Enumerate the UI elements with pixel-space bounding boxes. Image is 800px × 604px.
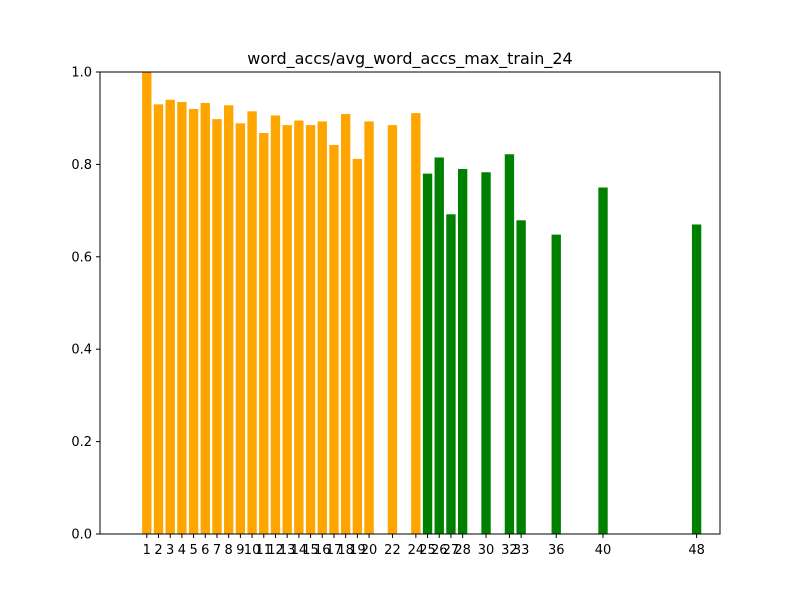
bar-17 — [329, 145, 339, 534]
bar-14 — [294, 120, 304, 534]
y-axis: 0.0 0.2 0.4 0.6 0.8 1.0 — [71, 66, 100, 543]
x-tick-label: 25 — [419, 543, 436, 558]
x-tick-label: 19 — [349, 543, 366, 558]
bar-22 — [387, 125, 398, 534]
x-tick-label: 4 — [178, 543, 186, 558]
bar-40 — [598, 187, 608, 534]
bar-20 — [364, 121, 374, 535]
y-tick-label: 0.2 — [71, 435, 92, 450]
bar-1 — [142, 72, 152, 534]
bar-16 — [317, 121, 327, 535]
x-tick-label: 32 — [501, 543, 518, 558]
bar-6 — [200, 102, 210, 534]
y-tick-label: 1.0 — [71, 66, 92, 81]
bar-10 — [247, 111, 257, 535]
x-tick-label: 2 — [154, 543, 162, 558]
y-tick-label: 0.8 — [71, 158, 92, 173]
bar-48 — [691, 224, 702, 534]
bar-3 — [165, 99, 175, 534]
x-tick-label: 24 — [408, 543, 425, 558]
bar-32 — [504, 154, 515, 535]
chart-title: word_accs/avg_word_accs_max_train_24 — [247, 49, 572, 69]
bar-26 — [434, 157, 444, 534]
bar-4 — [177, 102, 187, 534]
x-tick-label: 15 — [302, 543, 319, 558]
x-tick-label: 13 — [279, 543, 296, 558]
plot-area-frame — [99, 71, 721, 535]
x-tick-label: 22 — [384, 543, 401, 558]
x-tick-label: 17 — [326, 543, 343, 558]
bar-27 — [446, 214, 456, 535]
x-tick-label: 5 — [189, 543, 197, 558]
bar-9 — [235, 123, 246, 534]
x-tick-label: 28 — [454, 543, 471, 558]
bar-28 — [457, 169, 468, 534]
x-tick-label: 16 — [314, 543, 331, 558]
x-tick-label: 20 — [361, 543, 378, 558]
bar-15 — [305, 125, 316, 534]
x-tick-label: 11 — [256, 543, 273, 558]
bars-group — [142, 72, 702, 535]
bar-36 — [551, 234, 561, 534]
x-tick-label: 3 — [166, 543, 174, 558]
x-tick-label: 9 — [236, 543, 244, 558]
bar-2 — [153, 104, 164, 534]
x-tick-label: 33 — [513, 543, 530, 558]
x-tick-label: 30 — [478, 543, 495, 558]
x-tick-label: 12 — [267, 543, 284, 558]
bar-13 — [282, 125, 292, 534]
bar-33 — [516, 220, 526, 535]
bar-7 — [212, 119, 222, 535]
x-tick-label: 27 — [443, 543, 460, 558]
y-tick-label: 0.0 — [71, 528, 92, 543]
x-tick-label: 36 — [548, 543, 565, 558]
bar-5 — [188, 108, 199, 535]
x-tick-label: 7 — [213, 543, 221, 558]
x-tick-label: 48 — [688, 543, 705, 558]
y-tick-label: 0.4 — [71, 343, 92, 358]
bar-18 — [340, 114, 351, 534]
x-tick-label: 40 — [595, 543, 612, 558]
x-tick-label: 14 — [291, 543, 308, 558]
bar-30 — [481, 172, 491, 534]
x-tick-label: 8 — [225, 543, 233, 558]
x-tick-label: 26 — [431, 543, 448, 558]
bar-24 — [411, 113, 421, 535]
x-tick-label: 18 — [337, 543, 354, 558]
bar-12 — [270, 115, 281, 535]
x-tick-label: 1 — [143, 543, 151, 558]
x-tick-label: 10 — [244, 543, 261, 558]
bar-8 — [224, 105, 234, 534]
bar-11 — [259, 132, 269, 535]
bar-25 — [422, 173, 433, 534]
y-tick-label: 0.6 — [71, 250, 92, 265]
x-tick-label: 6 — [201, 543, 209, 558]
bar-19 — [352, 158, 363, 535]
